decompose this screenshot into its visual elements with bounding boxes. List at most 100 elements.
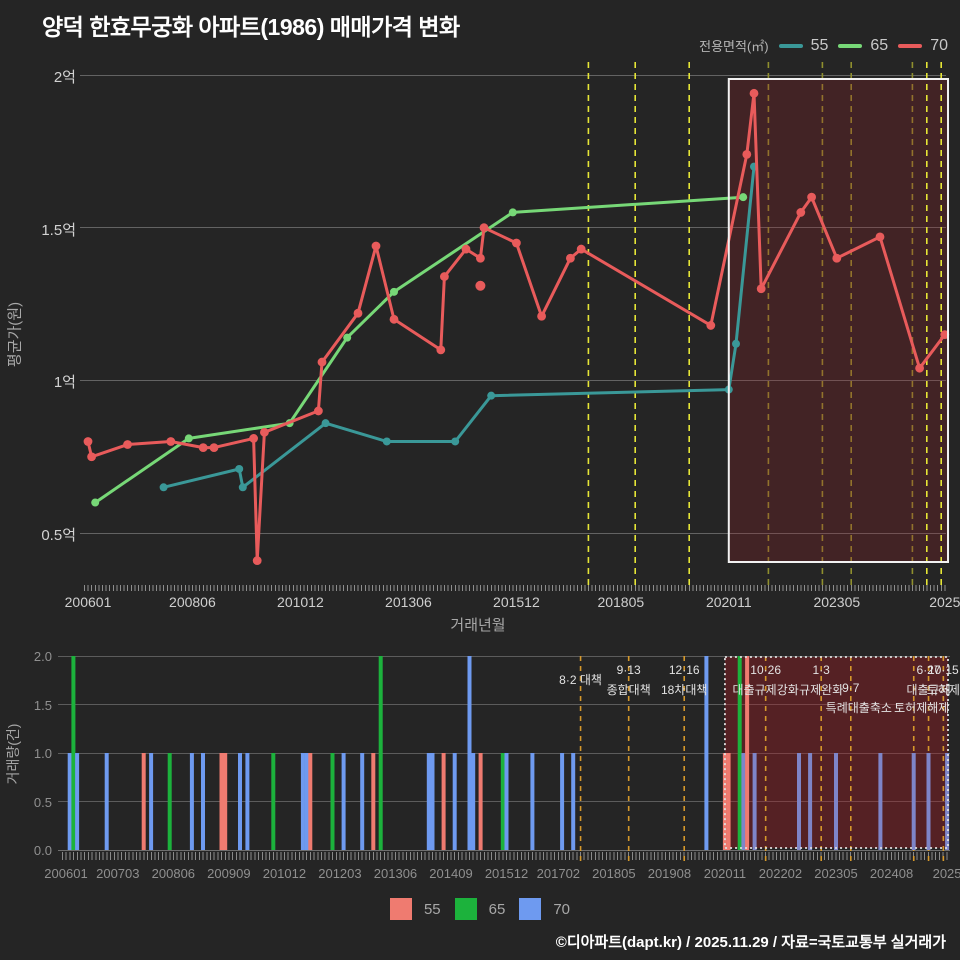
volume-legend-item-70[interactable]: 70 [519, 898, 570, 920]
volume-y-tick-label: 0.0 [33, 843, 52, 858]
price-line-65 [93, 195, 745, 505]
policy-annotation: 토허제 [926, 683, 960, 697]
price-legend-item-70[interactable]: 70 [898, 37, 948, 55]
volume-x-tick-label: 202011 [703, 866, 747, 881]
volume-y-tick-label: 1.5 [33, 697, 52, 713]
volume-x-tick-label: 201203 [318, 866, 362, 881]
legend-line-swatch [838, 43, 863, 48]
price-y-tick-label: 2억 [53, 69, 76, 86]
highlight-region-fill [728, 79, 948, 562]
price-point-55 [238, 483, 247, 492]
price-y-axis-title: 평균가(원) [6, 301, 24, 368]
price-point-70 [576, 244, 586, 254]
volume-x-tick-label: 201409 [429, 866, 473, 881]
price-point-70 [166, 437, 176, 446]
price-point-70 [461, 244, 471, 254]
price-point-55 [382, 437, 391, 446]
volume-x-tick-label: 201702 [536, 866, 581, 881]
volume-x-tick-label: 2025 [932, 866, 960, 881]
price-point-70 [796, 208, 806, 217]
volume-x-tick-label: 201908 [647, 866, 692, 881]
price-point-70 [198, 443, 208, 452]
volume-y-tick-label: 2.0 [33, 649, 52, 664]
volume-x-tick-label: 200909 [207, 866, 251, 881]
price-outlier-point [475, 280, 486, 291]
price-point-70 [512, 238, 521, 248]
price-point-55 [732, 339, 740, 348]
volume-x-tick-label: 202305 [814, 866, 858, 881]
price-point-70 [832, 253, 842, 263]
volume-y-tick-label: 1.0 [33, 746, 52, 761]
policy-annotation: 1·3 [812, 663, 830, 677]
price-legend-title: 전용면적(㎡) [699, 39, 769, 54]
policy-annotation: 대출규제강화 [732, 683, 799, 697]
legend-item-label: 70 [930, 36, 948, 54]
volume-x-tick-label: 201012 [262, 866, 307, 881]
page-title: 양덕 한효무궁화 아파트(1986) 매매가격 변화 [42, 14, 460, 40]
price-point-65 [390, 287, 398, 296]
volume-legend: 55 65 70 [0, 898, 960, 920]
volume-x-axis-ticks [62, 852, 950, 860]
legend-item-label: 65 [488, 900, 506, 918]
price-point-65 [739, 193, 748, 202]
price-point-70 [317, 357, 327, 367]
policy-annotation: 8·2 대책 [559, 673, 602, 687]
price-point-70 [249, 434, 258, 443]
price-x-tick-label: 201805 [597, 594, 645, 610]
price-point-55 [724, 385, 733, 394]
price-point-70 [749, 88, 759, 98]
price-point-70 [807, 192, 816, 202]
legend-item-label: 55 [423, 900, 441, 918]
volume-x-tick-label: 202202 [758, 866, 803, 881]
volume-x-tick-label: 202408 [869, 866, 914, 881]
price-x-tick-label: 201512 [493, 594, 540, 610]
volume-x-tick-label: 200806 [151, 866, 196, 881]
price-point-65 [285, 419, 294, 428]
price-line-70 [86, 91, 947, 563]
volume-x-tick-label: 201512 [484, 866, 529, 881]
price-x-axis-ticks [84, 585, 946, 591]
price-x-tick-label: 200601 [64, 594, 112, 610]
price-point-70 [252, 556, 262, 565]
price-point-70 [260, 427, 269, 437]
price-point-70 [915, 363, 924, 373]
price-point-70 [209, 443, 219, 452]
price-point-55 [750, 162, 758, 171]
policy-annotation: 특례대출축소 [825, 701, 892, 715]
price-point-65 [343, 333, 352, 342]
price-point-70 [314, 406, 323, 416]
price-point-55 [159, 483, 168, 492]
price-legend: 전용면적(㎡) 55 65 70 [699, 36, 948, 55]
price-point-70 [87, 452, 96, 462]
price-gridline [80, 532, 946, 534]
price-gridline [80, 227, 946, 229]
price-legend-item-55[interactable]: 55 [778, 36, 829, 55]
policy-annotation: 9·13 [616, 663, 641, 677]
volume-gridline [58, 801, 950, 802]
highlight-region-border [727, 78, 949, 563]
price-x-tick-label: 202011 [705, 594, 752, 610]
price-legend-items: 55 65 70 [778, 36, 948, 55]
legend-item-label: 55 [810, 36, 829, 54]
price-point-70 [476, 253, 485, 263]
price-point-70 [353, 308, 363, 318]
price-x-tick-label: 200806 [169, 594, 216, 610]
volume-x-tick-label: 201805 [592, 866, 636, 881]
price-x-axis-title: 거래년월 [450, 617, 506, 634]
policy-annotation: 규제완화 [799, 683, 844, 697]
price-point-70 [123, 440, 132, 449]
legend-square-swatch [454, 898, 477, 920]
price-legend-item-65[interactable]: 65 [838, 37, 888, 55]
price-gridline [80, 379, 946, 381]
policy-annotation: 12·16 [668, 663, 700, 677]
price-point-65 [184, 434, 193, 443]
volume-gridline [58, 752, 950, 754]
policy-annotation: 18차대책 [660, 683, 708, 697]
volume-legend-item-55[interactable]: 55 [389, 898, 441, 920]
policy-annotation: 토허제해제 [894, 701, 950, 715]
volume-x-tick-label: 200601 [44, 866, 88, 881]
volume-legend-item-65[interactable]: 65 [454, 898, 506, 920]
price-point-70 [875, 232, 885, 242]
